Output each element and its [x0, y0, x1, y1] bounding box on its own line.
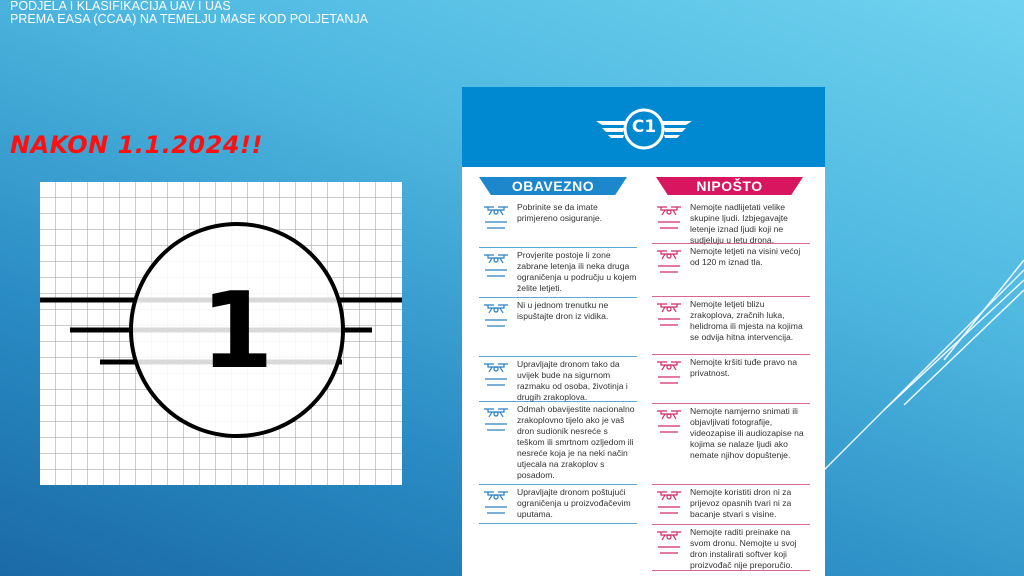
manufacturer-limits-icon [479, 487, 513, 517]
must-item-text: Pobrinite se da imate primjereno osigura… [517, 202, 603, 223]
never-item: Nemojte letjeti blizu zrakoplova, zračni… [652, 297, 810, 355]
dangerous-goods-icon [652, 487, 686, 517]
never-item-text: Nemojte kršiti tuđe pravo na privatnost. [690, 357, 797, 378]
must-item: Upravljajte dronom poštujući ograničenja… [479, 485, 637, 524]
no-fly-zone-map-icon [479, 250, 513, 280]
must-item-text: Upravljajte dronom poštujući ograničenja… [517, 487, 631, 519]
never-item: Nemojte letjeti na visini većoj od 120 m… [652, 244, 810, 297]
must-item: Ni u jednom trenutku ne ispuštajte dron … [479, 298, 637, 357]
never-item-text: Nemojte raditi preinake na svom dronu. N… [690, 527, 797, 570]
never-item-text: Nemojte koristiti dron ni za prijevoz op… [690, 487, 792, 519]
class-number: 1 [200, 270, 273, 392]
c1-class-symbol-image: 1 [40, 182, 402, 485]
must-item-text: Upravljajte dronom tako da uvijek bude n… [517, 359, 628, 402]
c1-wings-logo-icon [596, 108, 692, 150]
insurance-shield-icon [479, 202, 513, 232]
privacy-house-icon [652, 357, 686, 387]
date-highlight: NAKON 1.1.2024!! [10, 131, 263, 159]
c1-rules-card: C1 OBAVEZNO NIPOŠTO Pobrinite se da imat… [462, 87, 825, 576]
line-of-sight-icon [479, 300, 513, 330]
camera-drone-icon [652, 406, 686, 436]
title-line-1: PODJELA I KLASIFIKACIJA UAV I UAS [10, 0, 231, 13]
never-item-text: Nemojte namjerno snimati ili objavljivat… [690, 406, 804, 460]
never-item: Nemojte koristiti dron ni za prijevoz op… [652, 485, 810, 525]
never-item: Nemojte nadlijetati velike skupine ljudi… [652, 200, 810, 245]
airport-icon [652, 299, 686, 329]
card-header: C1 [462, 87, 825, 167]
modification-icon [652, 527, 686, 557]
decorative-lines [824, 259, 1024, 471]
must-banner: OBAVEZNO [479, 177, 627, 195]
never-item-text: Nemojte nadlijetati velike skupine ljudi… [690, 202, 788, 245]
never-item: Nemojte namjerno snimati ili objavljivat… [652, 404, 810, 485]
must-item-text: Provjerite postoje li zone zabrane leten… [517, 250, 637, 293]
never-item-text: Nemojte letjeti na visini većoj od 120 m… [690, 246, 801, 267]
must-item: Pobrinite se da imate primjereno osigura… [479, 200, 637, 248]
safe-distance-icon [479, 359, 513, 389]
must-item-text: Odmah obavijestite nacionalno zrakoplovn… [517, 404, 635, 480]
slide-title: PODJELA I KLASIFIKACIJA UAV I UAS PREMA … [10, 0, 368, 26]
crowd-icon [652, 202, 686, 232]
class-label: C1 [631, 117, 657, 137]
must-item-text: Ni u jednom trenutku ne ispuštajte dron … [517, 300, 609, 321]
title-line-2: PREMA EASA (CCAA) NA TEMELJU MASE KOD PO… [10, 12, 368, 26]
altitude-icon [652, 246, 686, 276]
must-item: Provjerite postoje li zone zabrane leten… [479, 248, 637, 298]
must-item: Upravljajte dronom tako da uvijek bude n… [479, 357, 637, 402]
accident-report-icon [479, 404, 513, 434]
never-item: Nemojte kršiti tuđe pravo na privatnost. [652, 355, 810, 404]
never-item: Nemojte raditi preinake na svom dronu. N… [652, 525, 810, 571]
must-item: Odmah obavijestite nacionalno zrakoplovn… [479, 402, 637, 485]
never-item-text: Nemojte letjeti blizu zrakoplova, zračni… [690, 299, 803, 342]
never-banner: NIPOŠTO [656, 177, 803, 195]
